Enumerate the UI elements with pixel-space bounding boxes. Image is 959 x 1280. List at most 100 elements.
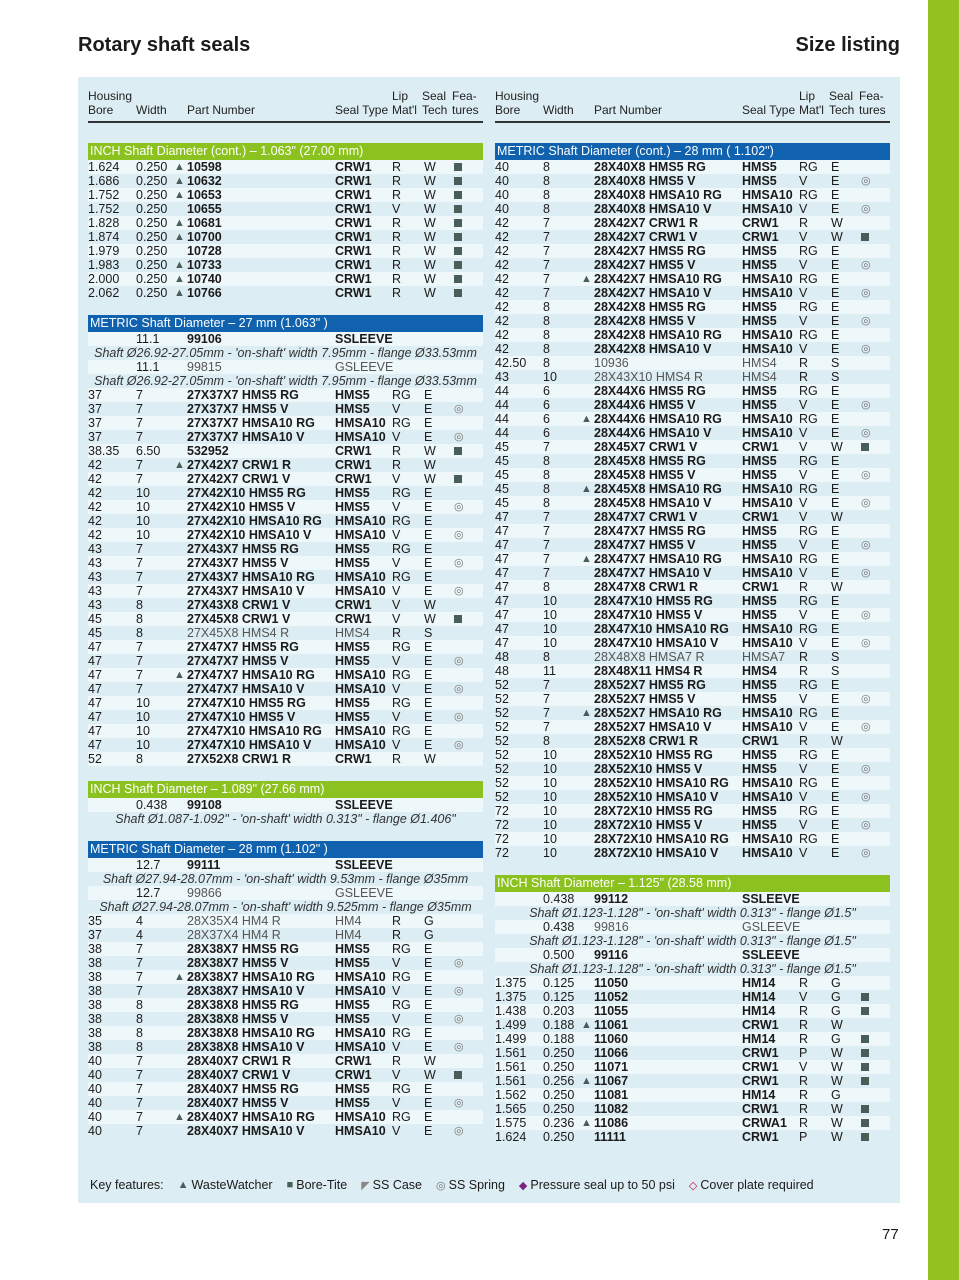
- bore-tite-square-icon: [861, 1116, 869, 1130]
- width: 10: [543, 776, 557, 790]
- part-number: 11055: [594, 1004, 629, 1018]
- seal-tech: W: [831, 1130, 843, 1144]
- housing-bore: 47: [495, 510, 509, 524]
- seal-tech: E: [424, 1040, 433, 1054]
- seal-type: HMSA10: [742, 496, 793, 510]
- seal-type: CRW1: [335, 752, 372, 766]
- housing-bore: 38: [88, 1026, 102, 1040]
- shaft-note: Shaft Ø27.94-28.07mm - 'on-shaft' width …: [102, 872, 469, 886]
- width: 11: [543, 664, 556, 678]
- bore-tite-square-icon: [454, 188, 462, 202]
- shaft-note: Shaft Ø1.123-1.128" - 'on-shaft' width 0…: [529, 934, 856, 948]
- seal-type: CRW1: [335, 286, 372, 300]
- part-number: 10700: [187, 230, 222, 244]
- lip-material: RG: [392, 416, 411, 430]
- housing-bore: 1.561: [495, 1074, 527, 1088]
- column-header-bore: Housing Bore: [88, 89, 132, 117]
- square-icon: ■: [286, 1179, 294, 1191]
- seal-type: CRW1: [335, 216, 372, 230]
- width: 8: [543, 202, 550, 216]
- bore-tite-square-icon: [861, 1102, 869, 1116]
- lip-material: V: [799, 426, 808, 440]
- seal-type: HMS5: [335, 1096, 370, 1110]
- lip-material: V: [799, 230, 808, 244]
- width: 10: [543, 832, 557, 846]
- width: 0.236: [543, 1116, 575, 1130]
- width: 7: [543, 720, 550, 734]
- part-number: 99815: [187, 360, 222, 374]
- seal-tech: E: [424, 514, 433, 528]
- seal-tech: W: [424, 258, 436, 272]
- table-row: 1.624 0.250 11111 CRW1 P W: [495, 1130, 890, 1144]
- housing-bore: 52: [495, 734, 509, 748]
- seal-type: HMS4: [742, 664, 777, 678]
- seal-tech: E: [424, 640, 433, 654]
- part-number: 28X52X10 HMSA10 V: [594, 790, 719, 804]
- lip-material: RG: [392, 998, 411, 1012]
- width: 11.1: [136, 332, 160, 346]
- width: 7: [136, 1110, 143, 1124]
- lip-material: V: [392, 584, 401, 598]
- lip-material: R: [392, 272, 402, 286]
- table-row: 43 7 27X43X7 HMSA10 V HMSA10 V E ◎: [88, 584, 483, 598]
- column-header-right: Housing Bore Width Part Number Seal Type Lip M…: [495, 85, 890, 123]
- width: 8: [136, 598, 143, 612]
- part-number: 28X44X6 HMSA10 V: [594, 426, 712, 440]
- part-number: 28X38X7 HMS5 RG: [187, 942, 299, 956]
- table-row: 42.50 8 10936 HMS4 R S: [495, 356, 890, 370]
- legend-item: ◆ Pressure seal up to 50 psi: [519, 1178, 675, 1192]
- ss-spring-ring-icon: ◎: [454, 585, 464, 597]
- table-row: 44 6 28X44X6 HMS5 V HMS5 V E ◎: [495, 398, 890, 412]
- seal-type: HM4: [335, 928, 362, 942]
- seal-tech: W: [831, 510, 843, 524]
- lip-material: R: [392, 216, 402, 230]
- waste-watcher-triangle-icon: ▲: [174, 259, 185, 271]
- part-number: 27X37X7 HMS5 RG: [187, 388, 299, 402]
- seal-tech: E: [831, 244, 840, 258]
- width: 7: [543, 538, 550, 552]
- part-number: 28X47X10 HMS5 RG: [594, 594, 713, 608]
- width: 7: [543, 272, 550, 286]
- note-row: Shaft Ø26.92-27.05mm - 'on-shaft' width …: [88, 346, 483, 360]
- part-number: 27X43X7 HMS5 V: [187, 556, 289, 570]
- ss-spring-ring-icon: ◎: [861, 609, 871, 621]
- seal-type: HMSA10: [742, 636, 793, 650]
- seal-type: CRW1: [335, 244, 372, 258]
- ss-spring-ring-icon: ◎: [454, 655, 464, 667]
- waste-watcher-triangle-icon: ▲: [581, 483, 592, 495]
- seal-tech: W: [831, 1018, 843, 1032]
- lip-material: V: [799, 468, 808, 482]
- part-number: 27X52X8 CRW1 R: [187, 752, 291, 766]
- seal-type: CRW1: [335, 1054, 372, 1068]
- part-number: 10598: [187, 160, 222, 174]
- seal-type: HMSA10: [335, 570, 386, 584]
- header-line: Seal Type: [742, 103, 796, 117]
- width: 0.500: [543, 948, 575, 962]
- seal-type: HMS5: [742, 804, 777, 818]
- ss-spring-ring-icon: ◎: [454, 1125, 464, 1137]
- seal-tech: E: [831, 608, 840, 622]
- bore-tite-square-icon: [861, 440, 869, 454]
- part-number: 28X42X7 CRW1 R: [594, 216, 698, 230]
- waste-watcher-triangle-icon: ▲: [174, 971, 185, 983]
- table-row: 1.565 0.250 11082 CRW1 R W: [495, 1102, 890, 1116]
- header-line: Mat'l: [799, 103, 824, 117]
- width: 0.438: [543, 892, 575, 906]
- shaft-note: Shaft Ø26.92-27.05mm - 'on-shaft' width …: [94, 346, 477, 360]
- width: 0.188: [543, 1018, 575, 1032]
- width: 8: [543, 328, 550, 342]
- seal-type: SSLEEVE: [742, 892, 800, 906]
- seal-type: SSLEEVE: [335, 332, 393, 346]
- width: 12.7: [136, 886, 161, 900]
- housing-bore: 1.874: [88, 230, 120, 244]
- diamond-icon: ◆: [518, 1179, 528, 1192]
- seal-tech: W: [831, 1116, 843, 1130]
- width: 11.1: [136, 360, 160, 374]
- lip-material: RG: [392, 388, 411, 402]
- bore-tite-square-icon: [454, 230, 462, 244]
- seal-tech: E: [424, 528, 433, 542]
- seal-type: HMS5: [742, 384, 777, 398]
- housing-bore: 38: [88, 1040, 102, 1054]
- seal-tech: W: [424, 1068, 436, 1082]
- header-line: Fea-: [859, 89, 884, 103]
